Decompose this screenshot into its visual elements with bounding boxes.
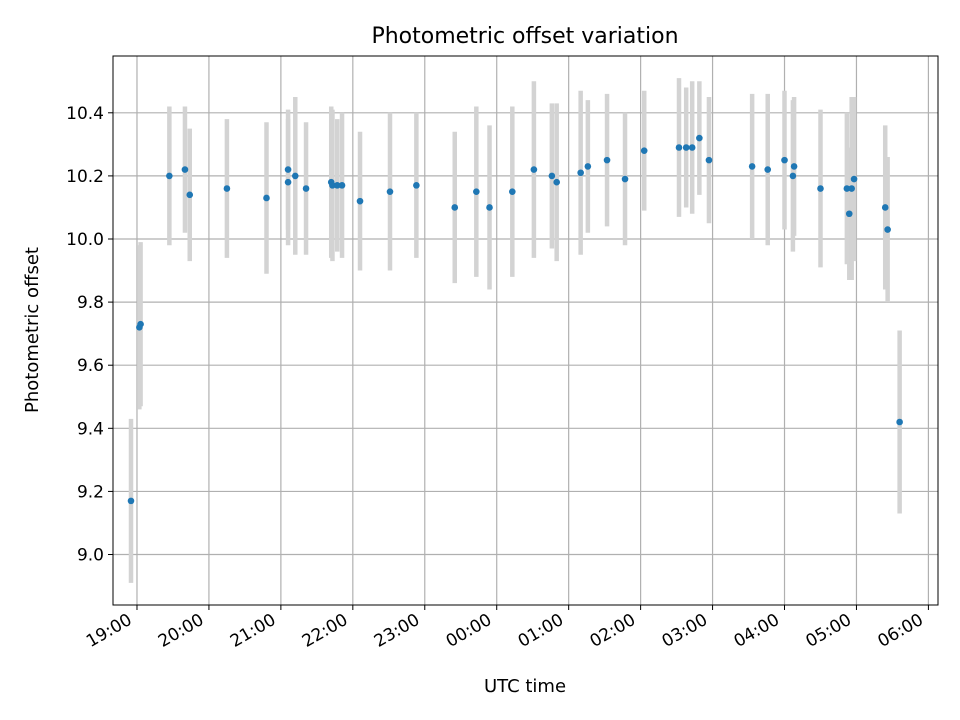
data-point: [843, 185, 851, 192]
data-point: [451, 204, 459, 211]
data-point: [884, 226, 891, 233]
data-point: [790, 163, 798, 170]
data-point: [705, 156, 713, 164]
data-point: [338, 182, 346, 189]
data-point: [473, 188, 480, 195]
data-point: [584, 163, 592, 170]
data-point: [263, 194, 270, 202]
y-tick-label: 10.2: [66, 167, 104, 187]
data-point: [302, 185, 310, 192]
data-point: [748, 163, 756, 170]
data-point: [603, 156, 611, 164]
y-tick-label: 9.8: [77, 293, 104, 313]
y-tick-label: 9.6: [77, 356, 104, 376]
y-axis: 9.0 9.2 9.4 9.6 9.8 10.0 10.2 10.4: [66, 104, 113, 566]
data-point: [675, 144, 683, 151]
y-tick-label: 9.0: [77, 546, 104, 566]
data-point: [284, 178, 292, 186]
x-axis-label: UTC time: [484, 676, 566, 697]
data-point: [291, 172, 299, 180]
data-point: [413, 182, 420, 189]
grid: [113, 56, 938, 605]
data-point: [696, 134, 703, 142]
data-point: [621, 175, 629, 183]
data-point: [223, 185, 231, 192]
data-point: [845, 210, 853, 218]
y-tick-label: 10.0: [66, 230, 104, 250]
data-point: [548, 172, 556, 180]
data-point: [137, 320, 144, 328]
data-point: [577, 169, 584, 177]
data-point: [640, 147, 648, 154]
data-point: [789, 172, 797, 180]
data-point: [688, 144, 696, 151]
data-point: [166, 172, 173, 180]
data-point: [682, 144, 690, 151]
data-point: [848, 185, 855, 192]
plot-area-frame: [112, 55, 939, 606]
y-tick-label: 10.4: [66, 104, 104, 124]
chart-title: Photometric offset variation: [371, 24, 678, 49]
data-point: [850, 175, 858, 183]
data-point: [764, 166, 772, 173]
data-point: [186, 191, 194, 199]
data-point: [781, 156, 788, 164]
data-points: [127, 134, 903, 505]
data-point: [881, 204, 889, 211]
data-point: [553, 178, 560, 186]
data-point: [127, 497, 135, 505]
y-tick-label: 9.2: [77, 482, 104, 502]
data-point: [333, 182, 341, 189]
data-point: [486, 204, 493, 211]
data-point: [386, 188, 394, 195]
data-point: [817, 185, 824, 192]
data-point: [284, 166, 292, 173]
data-point: [530, 166, 538, 173]
y-tick-label: 9.4: [77, 419, 104, 439]
y-axis-label: Photometric offset: [22, 247, 43, 413]
data-point: [356, 197, 364, 205]
data-point: [181, 166, 189, 173]
data-point: [896, 418, 903, 426]
data-point: [509, 188, 516, 195]
data-point: [329, 182, 336, 189]
